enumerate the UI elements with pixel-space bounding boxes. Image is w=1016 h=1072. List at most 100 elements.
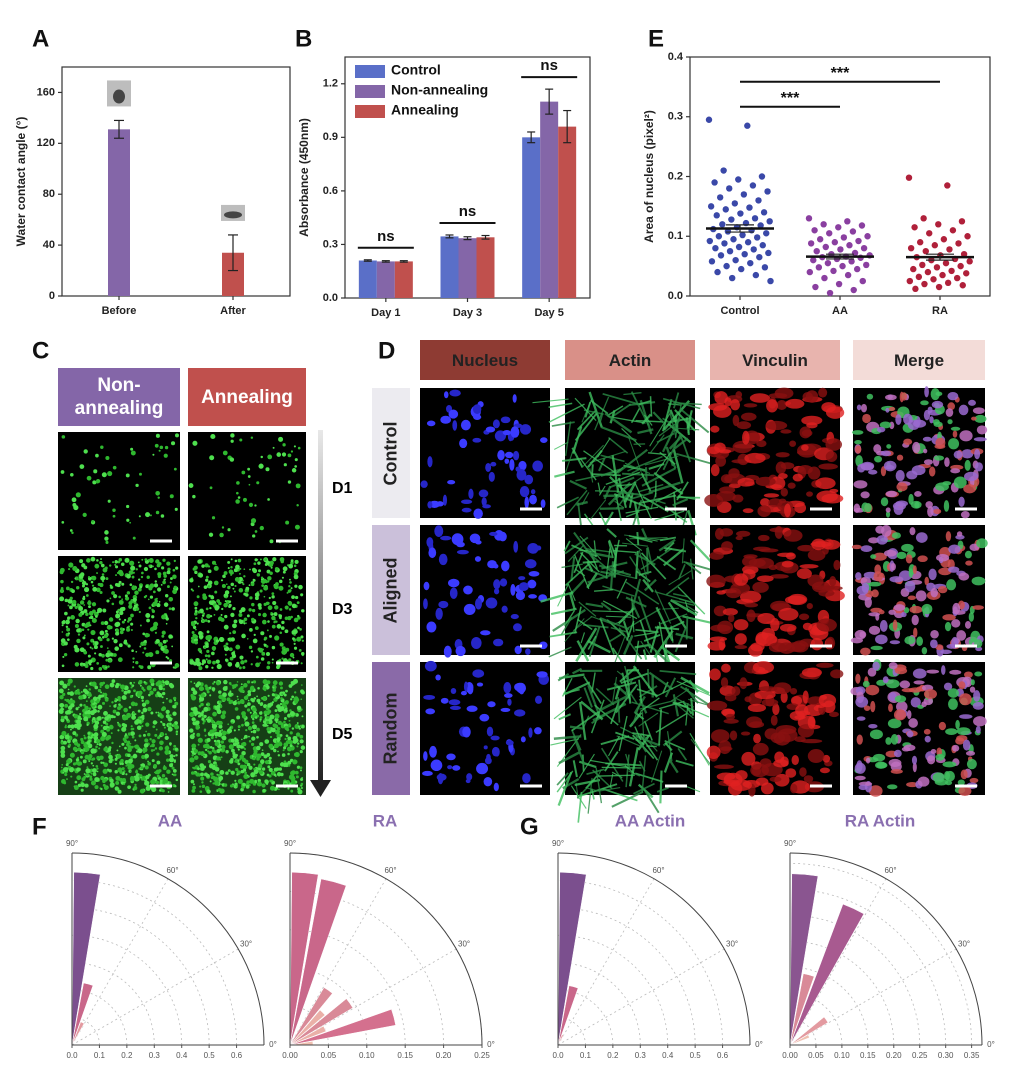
fiber <box>585 548 613 553</box>
cell <box>111 701 114 704</box>
cell <box>213 580 219 586</box>
cell <box>270 611 273 615</box>
fiber <box>637 428 654 435</box>
cell <box>173 755 176 758</box>
cell <box>223 571 228 575</box>
merged-cell <box>912 668 927 679</box>
cell <box>299 769 303 772</box>
fiber <box>593 589 614 592</box>
cell <box>173 467 177 471</box>
cell <box>216 704 221 709</box>
cell <box>289 731 293 735</box>
nucleus <box>502 430 511 436</box>
r-tick-label: 0.2 <box>121 1051 133 1060</box>
cell <box>153 583 159 588</box>
outer-arc <box>789 852 983 1046</box>
cell <box>260 455 263 459</box>
cell <box>59 734 65 740</box>
merged-cell <box>885 394 897 401</box>
cell <box>165 758 170 762</box>
cell <box>201 781 204 784</box>
fiber <box>674 627 687 653</box>
fiber <box>654 510 685 521</box>
cell <box>258 463 264 469</box>
vinculin <box>784 595 807 605</box>
cell <box>228 600 232 603</box>
cell <box>71 699 76 705</box>
nucleus <box>504 451 514 459</box>
merged-cell <box>923 689 938 700</box>
bar <box>358 260 377 298</box>
cell <box>267 703 272 708</box>
cell <box>64 703 69 708</box>
cell <box>115 574 117 577</box>
y-tick-label: 0.0 <box>668 290 683 302</box>
cell <box>294 752 299 757</box>
cell <box>59 596 65 602</box>
cell <box>100 724 103 727</box>
data-point <box>730 236 737 243</box>
cell <box>138 564 142 568</box>
cell <box>144 639 147 643</box>
cell <box>89 775 93 779</box>
cell <box>94 615 98 618</box>
merged-cell <box>945 531 952 542</box>
cell <box>250 772 256 778</box>
r-tick-label: 0.05 <box>808 1051 824 1060</box>
cell <box>193 682 196 685</box>
fiber <box>629 556 642 574</box>
cell <box>155 728 158 731</box>
vinculin <box>749 393 771 403</box>
cell <box>110 586 113 589</box>
cell <box>98 743 102 747</box>
cell <box>274 709 278 712</box>
vinculin <box>706 574 726 588</box>
vinculin <box>747 703 767 713</box>
cell <box>84 711 88 715</box>
cell <box>79 717 83 721</box>
cell <box>230 612 235 618</box>
merged-cell <box>903 744 916 752</box>
fiber <box>549 631 578 638</box>
cell <box>134 713 137 715</box>
cell <box>301 776 303 779</box>
cell <box>150 779 156 785</box>
fiber <box>569 479 587 490</box>
cell <box>58 688 64 694</box>
column-header: Annealing <box>188 368 306 426</box>
merged-cell <box>974 414 987 423</box>
cell <box>169 743 172 746</box>
cell <box>62 692 66 697</box>
cell <box>220 614 223 616</box>
merged-cell <box>932 419 940 425</box>
cell <box>198 696 205 702</box>
r-tick-label: 0.6 <box>231 1051 243 1060</box>
cell <box>288 658 292 662</box>
cell <box>100 575 106 581</box>
cell <box>190 621 195 625</box>
cell <box>146 618 150 623</box>
vinculin <box>787 482 796 489</box>
fiber <box>590 464 594 477</box>
cell <box>74 780 78 784</box>
fiber <box>554 441 569 450</box>
vinculin <box>818 693 837 708</box>
fiber <box>532 398 569 404</box>
fiber <box>601 766 642 769</box>
fiber <box>572 735 586 766</box>
vinculin <box>780 691 788 703</box>
nucleus <box>527 579 537 589</box>
cell <box>267 576 272 581</box>
data-point <box>944 182 951 189</box>
merged-cell <box>913 627 918 638</box>
cell <box>297 626 300 630</box>
fiber <box>641 755 647 793</box>
cell <box>129 776 135 782</box>
cell <box>246 708 251 712</box>
fiber <box>583 675 602 705</box>
vinculin <box>755 777 769 786</box>
time-arrowhead <box>310 780 331 797</box>
cell <box>257 686 260 690</box>
data-point <box>955 240 962 247</box>
merged-cell <box>951 619 961 628</box>
